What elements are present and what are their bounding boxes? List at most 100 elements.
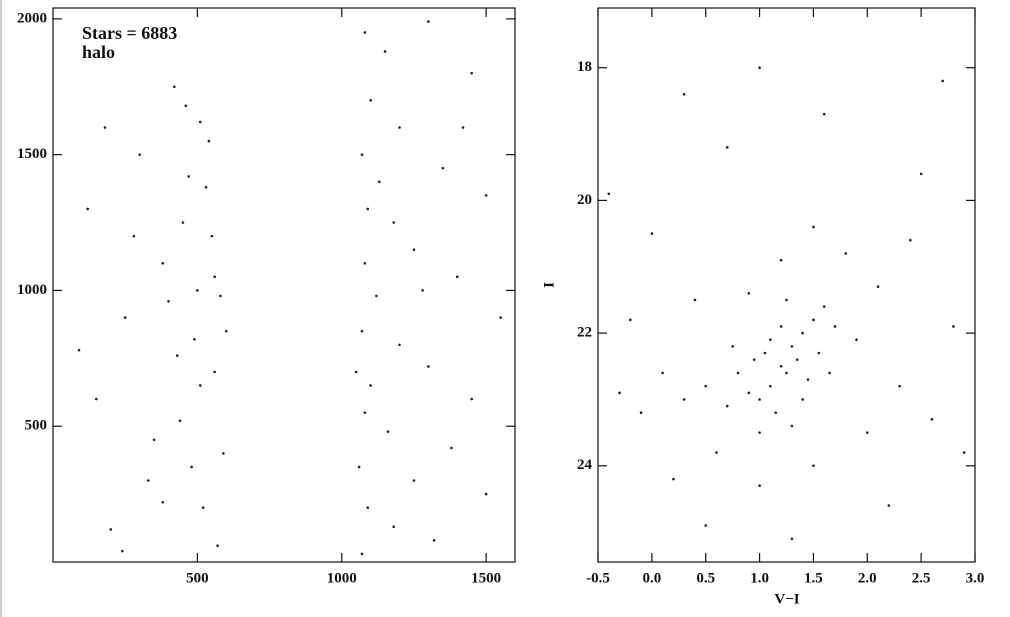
star-point <box>693 298 697 302</box>
star-point <box>785 371 788 375</box>
star-point <box>828 371 831 375</box>
star-point <box>363 411 367 414</box>
x-tick-label: 2.5 <box>912 570 931 586</box>
star-point <box>193 338 196 341</box>
star-point <box>369 99 372 102</box>
star-point <box>790 424 794 428</box>
x-tick-label: 0.0 <box>642 570 661 586</box>
y-tick-label: 20 <box>577 192 592 208</box>
star-point <box>207 139 211 143</box>
star-point <box>383 50 387 53</box>
y-tick-label: 500 <box>25 418 48 434</box>
star-point <box>758 431 761 434</box>
x-tick-label: 500 <box>186 570 209 586</box>
y-tick-label: 18 <box>577 59 592 75</box>
x-tick-label: 2.0 <box>858 570 877 586</box>
star-point <box>769 338 772 342</box>
star-point <box>132 234 136 238</box>
star-point <box>941 79 944 83</box>
star-point <box>682 92 686 96</box>
star-point <box>715 451 718 454</box>
x-tick-label: 1500 <box>471 570 501 586</box>
star-point <box>801 398 804 401</box>
star-point <box>398 343 401 347</box>
star-point <box>198 120 202 124</box>
star-point <box>909 238 912 242</box>
star-point <box>190 465 193 469</box>
x-tick-label: 1000 <box>327 570 357 586</box>
star-point <box>375 294 378 298</box>
star-point <box>86 207 89 211</box>
star-point <box>812 464 815 468</box>
star-point <box>398 126 401 129</box>
x-tick-label: 0.5 <box>696 570 715 586</box>
star-point <box>747 291 751 295</box>
star-point <box>779 325 783 328</box>
star-point <box>758 66 761 70</box>
y-tick-label: 1500 <box>17 146 47 162</box>
star-point <box>213 370 216 374</box>
star-point <box>455 275 459 279</box>
star-point <box>421 289 424 292</box>
x-tick-label: -0.5 <box>586 570 610 586</box>
star-point <box>795 358 799 361</box>
star-point <box>930 418 934 421</box>
star-point <box>121 549 124 553</box>
star-point <box>161 261 165 265</box>
annotation: halo <box>82 42 115 62</box>
star-point <box>731 345 734 348</box>
star-point <box>769 384 772 388</box>
star-point <box>196 289 199 292</box>
star-point <box>187 175 191 178</box>
star-point <box>499 316 502 319</box>
star-point <box>661 371 664 375</box>
star-point <box>785 298 788 302</box>
x-tick-label: 1.0 <box>750 570 769 586</box>
star-point <box>876 285 880 288</box>
star-point <box>470 71 473 75</box>
x-axis-label: V−I <box>774 591 799 607</box>
star-point <box>161 500 165 504</box>
star-point <box>357 465 361 469</box>
star-point <box>146 479 150 482</box>
star-point <box>167 299 170 303</box>
y-axis-label: I <box>541 282 557 288</box>
star-point <box>725 404 729 408</box>
star-point <box>386 430 390 433</box>
star-point <box>363 31 367 34</box>
star-point <box>801 331 804 335</box>
star-point <box>201 506 205 509</box>
star-point <box>392 525 396 528</box>
star-point <box>366 506 370 509</box>
star-point <box>725 146 729 149</box>
star-point <box>812 225 815 229</box>
star-point <box>855 338 858 342</box>
star-point <box>844 252 848 255</box>
star-point <box>822 305 826 308</box>
star-point <box>369 384 372 387</box>
star-point <box>607 192 611 196</box>
star-point <box>360 329 364 333</box>
left-axes <box>52 7 516 563</box>
star-point <box>774 411 778 415</box>
star-point <box>103 126 107 129</box>
star-point <box>639 411 643 415</box>
star-point <box>360 153 364 156</box>
star-point <box>172 85 176 89</box>
star-point <box>450 446 453 450</box>
star-point <box>736 371 740 375</box>
star-point <box>812 318 815 322</box>
star-point <box>412 248 416 251</box>
star-point <box>952 325 955 328</box>
star-point <box>962 451 966 454</box>
x-tick-label: 3.0 <box>966 570 985 586</box>
star-point <box>704 524 708 527</box>
star-point <box>222 452 225 455</box>
annotation: Stars = 6883 <box>82 23 177 43</box>
star-point <box>213 275 216 279</box>
star-point <box>865 431 869 434</box>
star-point <box>432 538 436 542</box>
star-point <box>441 166 445 170</box>
